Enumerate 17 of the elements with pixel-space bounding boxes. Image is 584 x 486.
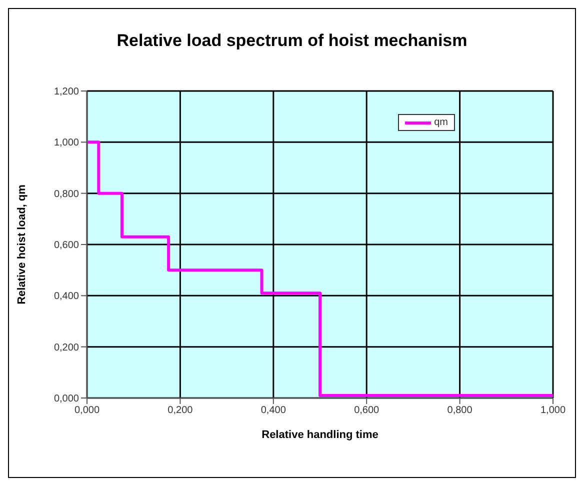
y-tick-label: 0,000: [54, 394, 80, 405]
x-tick-label: 0,400: [260, 405, 286, 416]
y-tick-label: 0,400: [54, 291, 80, 302]
x-axis-title: Relative handling time: [262, 429, 378, 441]
y-tick-label: 0,800: [54, 188, 80, 200]
legend-label: qm: [434, 117, 448, 128]
x-tick-label: 0,800: [447, 405, 473, 416]
x-tick-label: 1,000: [540, 405, 566, 416]
x-tick-label: 0,600: [354, 405, 380, 416]
y-axis-title: Relative hoist load, qm: [16, 184, 28, 304]
y-tick-label: 1,200: [54, 86, 80, 98]
x-tick-label: 0,000: [74, 405, 100, 416]
y-tick-label: 0,200: [54, 342, 80, 354]
y-tick-label: 1,000: [54, 138, 80, 149]
y-tick-label: 0,600: [54, 240, 80, 252]
x-tick-label: 0,200: [168, 405, 194, 416]
chart-title: Relative load spectrum of hoist mechanism: [116, 30, 468, 52]
